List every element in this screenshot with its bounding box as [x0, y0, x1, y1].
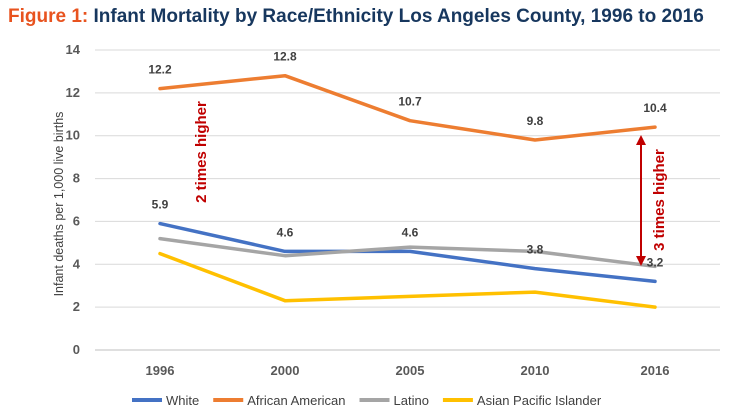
y-axis-label: Infant deaths per 1,000 live births: [52, 112, 66, 297]
legend-entry-label: Latino: [394, 393, 429, 408]
data-label: 3.2: [647, 255, 664, 269]
data-labels: 12.2 12.8 10.7 9.8 10.4 5.9 4.6 4.6 3.8 3.2: [148, 50, 667, 270]
y-tick-label: 2: [73, 299, 80, 314]
x-tick-label: 2005: [396, 363, 425, 378]
x-tick-label: 2016: [641, 363, 670, 378]
x-tick-label: 1996: [146, 363, 175, 378]
series-line-african-american: [158, 73, 657, 142]
data-label: 5.9: [152, 198, 169, 212]
annotation-arrowhead-up: [636, 135, 646, 145]
annotation-2-times-higher: 2 times higher: [193, 101, 210, 203]
y-axis-ticks: 0 2 4 6 8 10 12 14: [66, 42, 81, 357]
series-line-white: [158, 221, 657, 284]
data-label: 12.2: [148, 63, 172, 77]
figure-title-text: Infant Mortality by Race/Ethnicity Los A…: [93, 6, 704, 27]
y-tick-label: 4: [73, 256, 81, 271]
series-lines: [158, 73, 657, 309]
y-tick-label: 14: [66, 42, 81, 57]
y-tick-label: 12: [66, 85, 80, 100]
annotations: 2 times higher 3 times higher: [193, 101, 668, 266]
data-label: 9.8: [527, 114, 544, 128]
data-label: 12.8: [273, 50, 297, 64]
figure-label: Figure 1:: [8, 6, 89, 27]
y-tick-label: 10: [66, 128, 80, 143]
gridlines: [95, 49, 720, 351]
legend: White African American Latino Asian Pacific…: [132, 393, 602, 408]
data-label: 10.4: [643, 101, 667, 115]
legend-entry-label: Asian Pacific Islander: [477, 393, 602, 408]
x-axis-ticks: 1996 2000 2005 2010 2016: [146, 363, 670, 378]
x-tick-label: 2000: [271, 363, 300, 378]
legend-entry-label: African American: [247, 393, 345, 408]
y-tick-label: 6: [73, 213, 80, 228]
annotation-3-times-higher: 3 times higher: [651, 149, 668, 251]
data-label: 3.8: [527, 243, 544, 257]
data-label: 10.7: [398, 95, 422, 109]
legend-entry-label: White: [166, 393, 199, 408]
y-tick-label: 0: [73, 342, 80, 357]
data-label: 4.6: [402, 225, 419, 239]
series-line-asian-pacific-islander: [158, 251, 657, 309]
figure-title: Figure 1: Infant Mortality by Race/Ethni…: [8, 6, 704, 28]
series-line-latino: [158, 236, 657, 269]
y-tick-label: 8: [73, 171, 80, 186]
data-label: 4.6: [277, 225, 294, 239]
x-tick-label: 2010: [521, 363, 550, 378]
annotation-arrowhead-down: [636, 256, 646, 266]
